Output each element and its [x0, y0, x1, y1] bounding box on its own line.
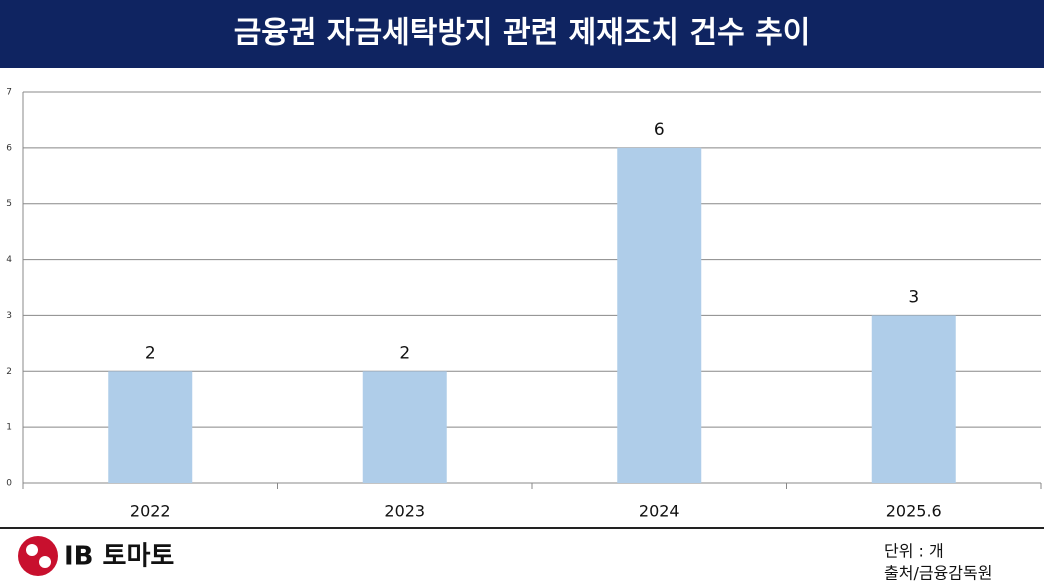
- bar: [362, 371, 447, 483]
- data-label: 2: [145, 343, 156, 363]
- x-tick-label: 2025.6: [886, 502, 942, 521]
- y-tick-label: 1: [6, 423, 12, 433]
- data-label: 3: [908, 287, 919, 307]
- x-tick-label: 2022: [130, 502, 171, 521]
- y-tick-label: 2: [6, 367, 12, 377]
- unit-note: 단위 : 개: [884, 542, 944, 561]
- y-tick-label: 6: [6, 143, 12, 153]
- chart-title: 금융권 자금세탁방지 관련 제재조치 건수 추이: [234, 16, 811, 51]
- title-bar: [0, 0, 1044, 68]
- logo-icon-dot: [39, 556, 51, 568]
- bar: [617, 147, 702, 483]
- source-note: 출처/금융감독원: [884, 564, 992, 583]
- x-tick-label: 2023: [384, 502, 425, 521]
- logo-icon-dot: [26, 544, 38, 556]
- bar: [871, 315, 956, 483]
- y-tick-label: 5: [6, 199, 12, 209]
- bar: [108, 371, 193, 483]
- data-label: 2: [399, 343, 410, 363]
- data-label: 6: [654, 120, 665, 140]
- y-tick-label: 3: [6, 311, 12, 321]
- logo-text: IB 토마토: [64, 542, 174, 572]
- y-tick-label: 0: [6, 479, 12, 489]
- logo: IB 토마토: [18, 536, 174, 576]
- logo-icon: [18, 536, 58, 576]
- x-tick-label: 2024: [639, 502, 680, 521]
- y-tick-label: 4: [6, 255, 12, 265]
- y-tick-label: 7: [6, 88, 12, 98]
